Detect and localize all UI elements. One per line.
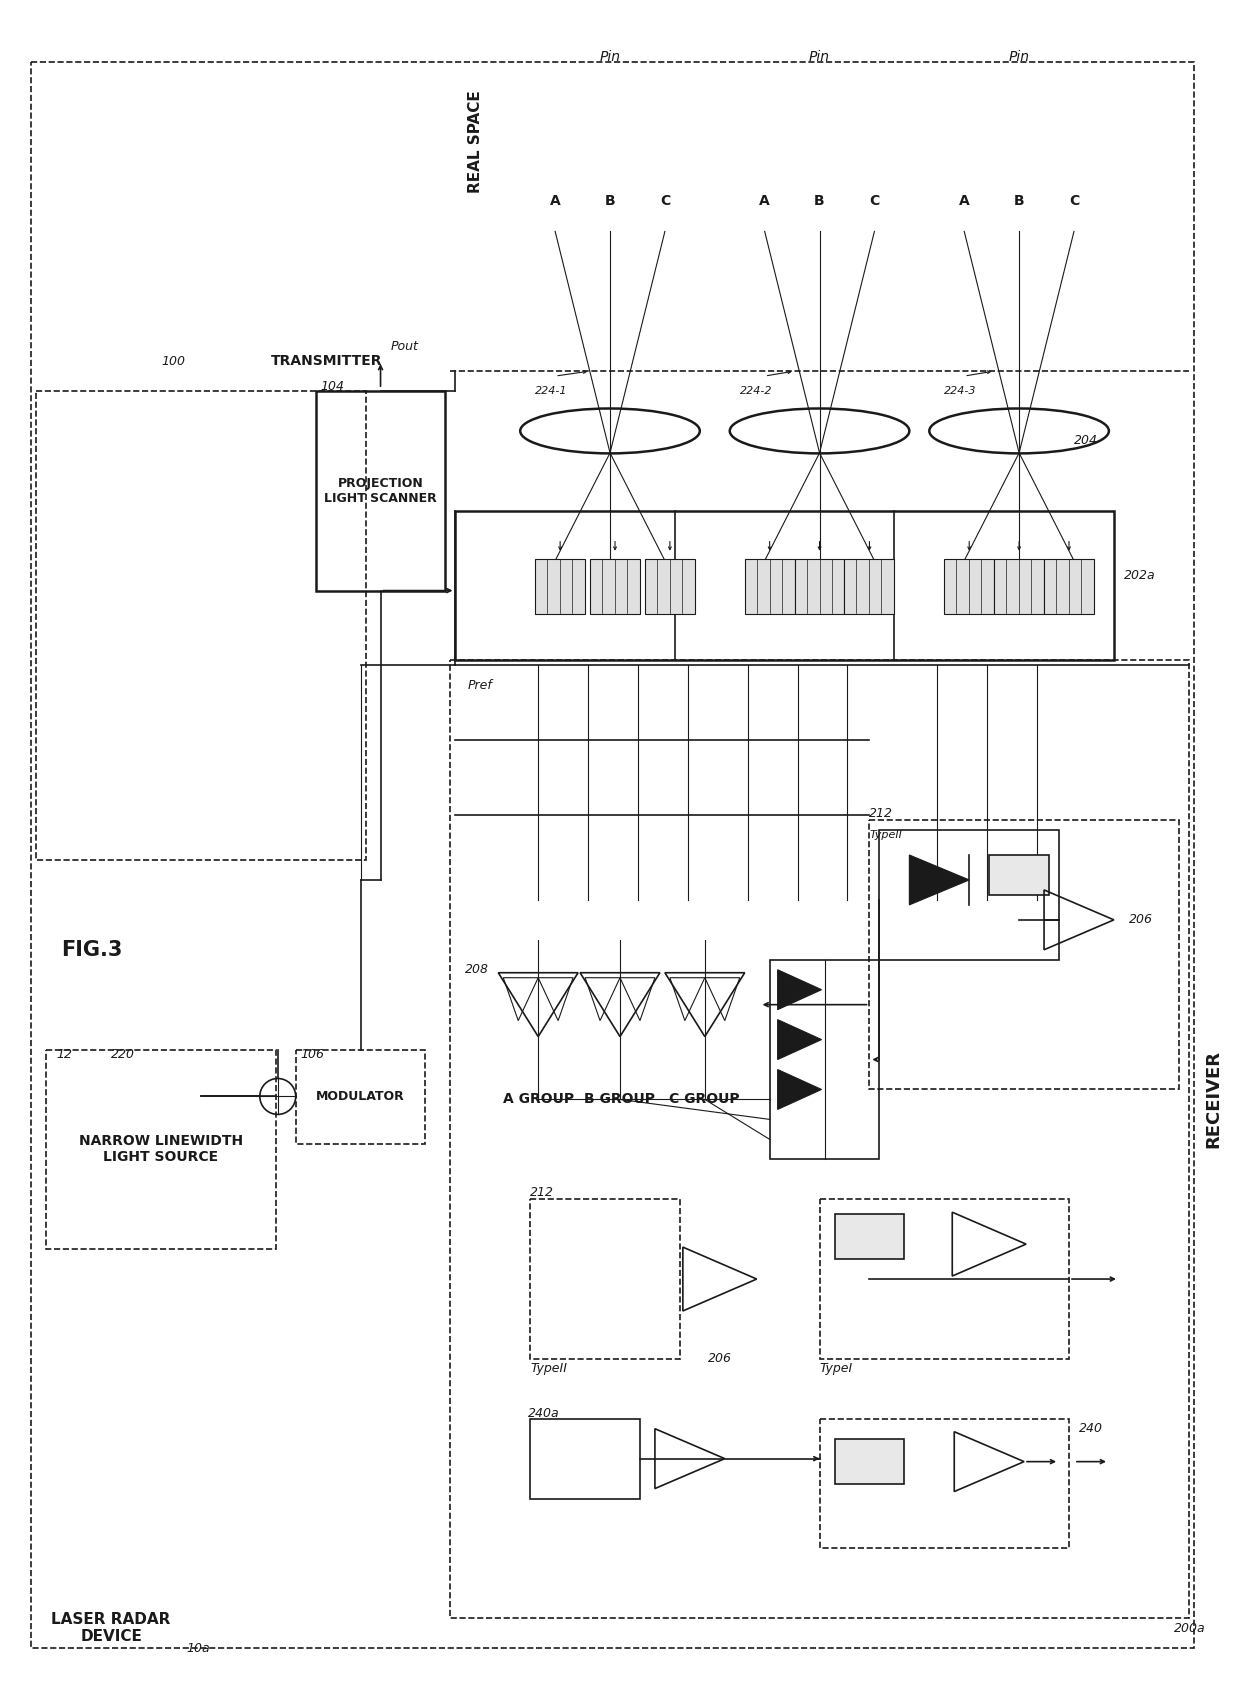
Text: 240a: 240a <box>528 1407 559 1420</box>
Text: C GROUP: C GROUP <box>670 1092 740 1107</box>
Bar <box>645 559 694 613</box>
Text: C: C <box>660 194 670 208</box>
Text: 224-2: 224-2 <box>740 387 773 397</box>
Polygon shape <box>909 855 970 904</box>
Text: B: B <box>605 194 615 208</box>
Text: NARROW LINEWIDTH
LIGHT SOURCE: NARROW LINEWIDTH LIGHT SOURCE <box>79 1134 243 1165</box>
Text: 106: 106 <box>301 1047 325 1061</box>
Bar <box>531 1199 680 1359</box>
Text: B GROUP: B GROUP <box>584 1092 656 1107</box>
Text: 224-1: 224-1 <box>536 387 568 397</box>
Text: 208: 208 <box>465 964 490 976</box>
Polygon shape <box>777 1069 822 1109</box>
Text: Pref: Pref <box>467 679 492 691</box>
Bar <box>835 1214 904 1259</box>
Bar <box>450 661 1189 1618</box>
Text: FIG.3: FIG.3 <box>61 940 123 960</box>
Text: A: A <box>959 194 970 208</box>
Bar <box>590 559 640 613</box>
Bar <box>844 559 894 613</box>
Bar <box>536 559 585 613</box>
Polygon shape <box>777 969 822 1010</box>
Bar <box>869 821 1179 1090</box>
Bar <box>820 1419 1069 1548</box>
Text: 200a: 200a <box>1174 1621 1205 1635</box>
Bar <box>295 1049 425 1144</box>
Text: TypeII: TypeII <box>869 829 903 840</box>
Text: RECEIVER: RECEIVER <box>1205 1051 1223 1148</box>
Text: 104: 104 <box>321 380 345 393</box>
Bar <box>316 392 445 591</box>
Text: Pin: Pin <box>808 49 830 63</box>
Bar <box>36 392 366 860</box>
Bar <box>795 559 844 613</box>
Bar <box>820 1199 1069 1359</box>
Bar <box>770 960 879 1160</box>
Polygon shape <box>777 1020 822 1059</box>
Text: TypeII: TypeII <box>531 1362 567 1376</box>
Text: 212: 212 <box>531 1187 554 1199</box>
Text: 206: 206 <box>708 1352 732 1366</box>
Text: LASER RADAR
DEVICE: LASER RADAR DEVICE <box>51 1613 171 1645</box>
Text: 212: 212 <box>869 807 894 821</box>
Text: A: A <box>759 194 770 208</box>
Bar <box>990 855 1049 894</box>
Bar <box>994 559 1044 613</box>
Text: 12: 12 <box>56 1047 72 1061</box>
Text: A: A <box>549 194 560 208</box>
Text: Pout: Pout <box>391 339 418 353</box>
Text: C: C <box>1069 194 1079 208</box>
Bar <box>835 1439 904 1483</box>
Text: Pin: Pin <box>1008 49 1029 63</box>
Text: C: C <box>869 194 879 208</box>
Text: 220: 220 <box>112 1047 135 1061</box>
Text: B: B <box>815 194 825 208</box>
Text: 202a: 202a <box>1123 569 1156 582</box>
Bar <box>945 559 994 613</box>
Text: MODULATOR: MODULATOR <box>316 1090 405 1104</box>
Text: TypeI: TypeI <box>820 1362 853 1376</box>
Text: TRANSMITTER: TRANSMITTER <box>270 354 382 368</box>
Text: A GROUP: A GROUP <box>502 1092 574 1107</box>
Text: 240: 240 <box>1079 1422 1102 1436</box>
Text: B: B <box>1014 194 1024 208</box>
Bar <box>455 511 1114 661</box>
Text: 206: 206 <box>1128 913 1153 926</box>
Bar <box>879 829 1059 960</box>
Text: REAL SPACE: REAL SPACE <box>467 90 482 192</box>
Bar <box>46 1049 275 1248</box>
Bar <box>745 559 795 613</box>
Bar <box>531 1419 640 1499</box>
Text: 224-3: 224-3 <box>945 387 977 397</box>
Text: PROJECTION
LIGHT SCANNER: PROJECTION LIGHT SCANNER <box>324 477 436 504</box>
Bar <box>1044 559 1094 613</box>
Text: 100: 100 <box>161 354 185 368</box>
Text: 10a: 10a <box>186 1642 210 1655</box>
Text: 204: 204 <box>1074 434 1097 448</box>
Text: Pin: Pin <box>599 49 620 63</box>
